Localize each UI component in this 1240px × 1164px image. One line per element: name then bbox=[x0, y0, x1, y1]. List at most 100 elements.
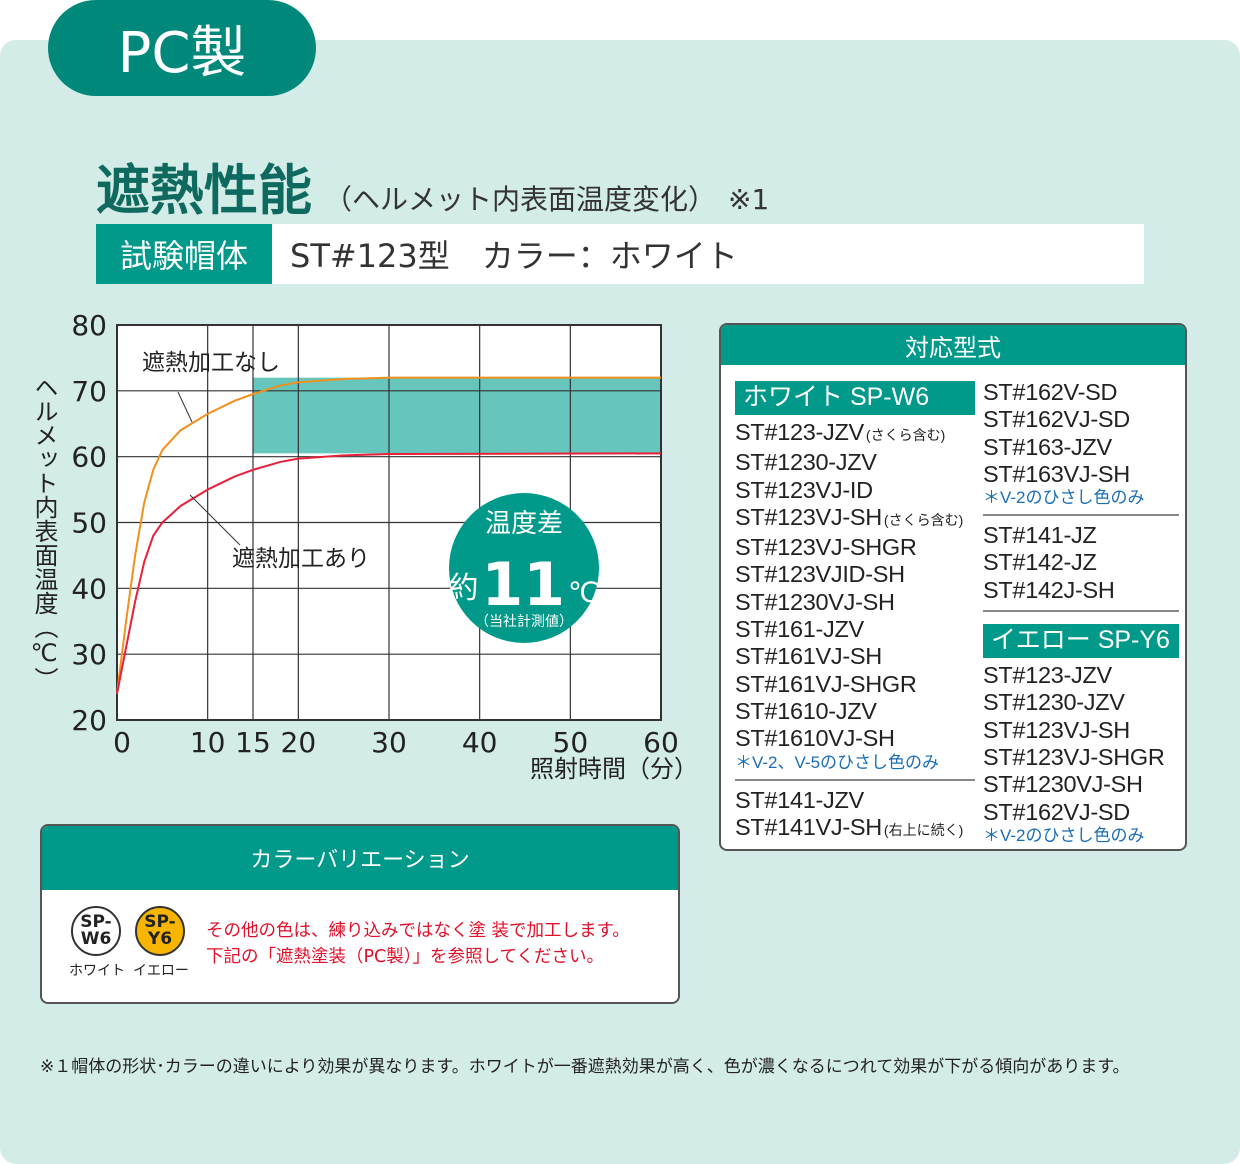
leader-line bbox=[189, 494, 241, 546]
difference-band bbox=[253, 377, 661, 454]
y-tick: 60 bbox=[71, 441, 107, 474]
color-note-line1: その他の色は、練り込みではなく塗 装で加工します。 bbox=[206, 921, 630, 941]
model-item: ST#163VJ-SH bbox=[983, 460, 1130, 487]
model-code: ST#123VJID-SH bbox=[735, 561, 905, 588]
divider bbox=[735, 778, 975, 781]
series-line-1 bbox=[116, 452, 662, 694]
x-tick: 40 bbox=[462, 726, 498, 759]
difference-circle bbox=[449, 493, 599, 643]
model-code: ST#123VJ-SHGR bbox=[735, 534, 917, 561]
title-main: 遮熱性能 bbox=[96, 159, 312, 222]
model-remark: (さくら含む) bbox=[865, 427, 946, 443]
note-visor: ＊V-2、V-5のひさし色のみ bbox=[735, 752, 940, 772]
y-tick: 80 bbox=[71, 309, 107, 342]
y-tick: 20 bbox=[71, 704, 107, 737]
x-axis-label: 照射時間（分） bbox=[530, 755, 698, 783]
note-visor: ＊V-2のひさし色のみ bbox=[983, 825, 1145, 845]
temperature-chart: 0 10 15 20 30 40 50 60 20 30 40 50 60 70 80 遮熱加工なし遮熱加工あ… bbox=[30, 309, 698, 783]
annotation-prefix: 約 bbox=[449, 571, 479, 606]
model-item: ST#123VJ-SH (さくら含む) bbox=[735, 504, 975, 534]
x-tick: 60 bbox=[643, 726, 679, 759]
model-code: ST#161VJ-SH bbox=[735, 643, 882, 670]
model-remark: (右上に続く) bbox=[883, 821, 964, 838]
model-item: ST#1610VJ-SH bbox=[735, 725, 975, 752]
title-note: ※1 bbox=[728, 183, 770, 216]
color-note-line2: 下記の「遮熱塗装（PC製）」を参照してください。 bbox=[206, 947, 604, 967]
model-item: ST#162VJ-SD bbox=[983, 406, 1130, 433]
model-item: ST#1230-JZV bbox=[983, 689, 1125, 716]
model-item: ST#123-JZV (さくら含む) bbox=[735, 419, 975, 449]
x-tick: 50 bbox=[553, 726, 589, 759]
chip-white-label: ホワイト bbox=[69, 963, 125, 979]
chip-white: SP-W6 bbox=[71, 906, 121, 956]
annotation-unit: ℃ bbox=[568, 576, 599, 609]
y-tick: 70 bbox=[71, 375, 107, 408]
model-item: ST#123VJ-SH bbox=[983, 716, 1130, 743]
series-label-1: 遮熱加工あり bbox=[232, 546, 370, 572]
compatible-models: 対応型式 ホワイト SP-W6 ST#123-JZV (さくら含む) ST#1230-… bbox=[719, 323, 1187, 851]
footnote: ※１帽体の形状･カラーの違いにより効果が異なります。ホワイトが一番遮熱効果が高く… bbox=[40, 1057, 1130, 1077]
title-sub: （ヘルメット内表面温度変化） bbox=[324, 183, 717, 216]
material-badge: PC製 bbox=[48, 0, 316, 96]
model-item: ST#123VJ-SHGR bbox=[735, 534, 975, 561]
y-tick: 30 bbox=[71, 638, 107, 671]
chip-yellow-label: イエロー bbox=[133, 963, 189, 979]
model-item: ST#162V-SD bbox=[983, 379, 1118, 405]
colors-header: カラーバリエーション bbox=[42, 826, 678, 890]
x-tick: 0 bbox=[113, 726, 131, 759]
series-line-0 bbox=[116, 376, 661, 694]
model-code: ST#1230VJ-SH bbox=[735, 588, 895, 615]
annotation-value: 11 bbox=[482, 550, 566, 620]
x-tick: 10 bbox=[190, 726, 226, 759]
series-label-0: 遮熱加工なし bbox=[142, 350, 280, 376]
model-item: ST#161VJ-SHGR bbox=[735, 671, 975, 698]
models-header: 対応型式 bbox=[721, 325, 1185, 365]
annotation-line1: 温度差 bbox=[485, 509, 563, 539]
model-item: ST#1610-JZV bbox=[735, 698, 975, 725]
model-code: ST#1230-JZV bbox=[735, 449, 877, 476]
model-item: ST#142-JZ bbox=[983, 549, 1097, 576]
model-item: ST#123VJ-ID bbox=[735, 477, 975, 504]
divider bbox=[983, 610, 1179, 613]
color-variation: カラーバリエーション SP-W6 SP-Y6 ホワイト イエロー その他の色は、… bbox=[40, 824, 680, 1004]
y-tick: 40 bbox=[71, 572, 107, 605]
model-code: ST#161VJ-SHGR bbox=[735, 670, 917, 697]
model-item: ST#123VJID-SH bbox=[735, 561, 975, 588]
model-remark: (さくら含む) bbox=[883, 511, 964, 528]
section-white: ホワイト SP-W6 bbox=[735, 381, 975, 415]
model-code: ST#1610-JZV bbox=[735, 697, 877, 724]
plot-frame bbox=[116, 324, 662, 721]
spec-value: ST#123型 カラー：ホワイト bbox=[290, 237, 738, 275]
model-code: ST#123VJ-ID bbox=[735, 476, 873, 503]
model-item: ST#1230-JZV bbox=[735, 449, 975, 476]
model-item: ST#161-JZV bbox=[735, 616, 975, 643]
color-note: その他の色は、練り込みではなく塗 装で加工します。 下記の「遮熱塗装（PC製）」… bbox=[206, 918, 630, 970]
section-title: 遮熱性能 （ヘルメット内表面温度変化） ※1 bbox=[96, 146, 769, 225]
model-item: ST#162VJ-SD bbox=[983, 798, 1130, 825]
model-code: ST#141VJ-SH bbox=[735, 813, 882, 840]
test-spec: 試験帽体 ST#123型 カラー：ホワイト bbox=[96, 224, 1144, 284]
model-item: ST#123-JZV bbox=[983, 662, 1112, 689]
leader-line bbox=[177, 391, 193, 423]
y-tick: 50 bbox=[71, 507, 107, 540]
model-item: ST#141-JZV bbox=[735, 787, 975, 814]
model-item: ST#141VJ-SH (右上に続く) bbox=[735, 814, 975, 844]
model-item: ST#161VJ-SH bbox=[735, 643, 975, 670]
model-item: ST#163-JZV bbox=[983, 433, 1112, 460]
model-code: ST#141-JZV bbox=[735, 786, 864, 813]
model-code: ST#123VJ-SH bbox=[735, 503, 882, 530]
spec-label: 試験帽体 bbox=[96, 224, 272, 284]
model-item: ST#142J-SH bbox=[983, 576, 1115, 603]
model-code: ST#123-JZV bbox=[735, 419, 864, 445]
model-code: ST#1610VJ-SH bbox=[735, 725, 895, 752]
note-visor: ＊V-2のひさし色のみ bbox=[983, 488, 1145, 508]
section-yellow: イエロー SP-Y6 bbox=[983, 624, 1179, 659]
annotation-note: （当社計測値） bbox=[475, 614, 573, 630]
model-code: ST#161-JZV bbox=[735, 616, 864, 643]
y-axis-label: ヘルメット内表面温度（℃） bbox=[30, 375, 58, 691]
x-tick: 30 bbox=[371, 726, 407, 759]
model-item: ST#141-JZ bbox=[983, 522, 1097, 549]
chip-yellow: SP-Y6 bbox=[135, 906, 185, 956]
x-tick: 20 bbox=[281, 726, 317, 759]
model-item: ST#123VJ-SHGR bbox=[983, 743, 1165, 770]
